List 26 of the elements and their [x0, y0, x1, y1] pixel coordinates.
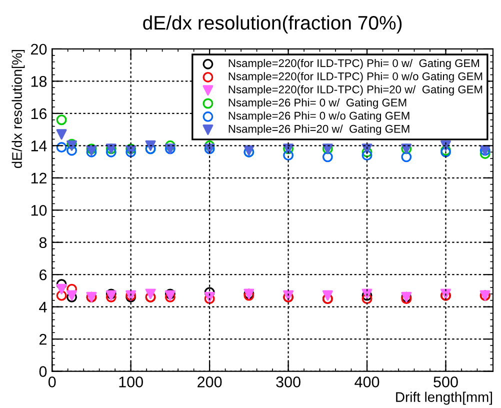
- y-tick-label: 12: [31, 172, 46, 184]
- legend-label: Nsample=26 Phi= 0 w/ Gating GEM: [228, 98, 406, 109]
- legend-label: Nsample=26 Phi= 0 w/o Gating GEM: [228, 112, 410, 122]
- y-tick-label: 4: [39, 302, 47, 312]
- legend-label: Nsample=220(for ILD-TPC) Phi= 0 w/ Gating GEM: [228, 58, 479, 70]
- y-tick-label: 10: [31, 204, 47, 216]
- x-tick-label: 300: [276, 376, 300, 388]
- y-tick-label: 0: [39, 366, 47, 377]
- x-tick-label: 400: [354, 376, 380, 388]
- y-axis-title: dE/dx resolution[%]: [12, 50, 25, 168]
- y-tick-label: 16: [31, 108, 47, 120]
- legend-label: Nsample=220(for ILD-TPC) Phi=20 w/ Gating GEM: [228, 85, 482, 96]
- y-tick-label: 18: [31, 76, 47, 87]
- legend-label: Nsample=26 Phi=20 w/ Gating GEM: [228, 124, 410, 135]
- x-tick-label: 0: [48, 376, 56, 388]
- chart-title: dE/dx resolution(fraction 70%): [143, 15, 402, 34]
- y-tick-label: 6: [40, 269, 47, 280]
- x-tick-label: 500: [434, 376, 458, 388]
- y-tick-label: 2: [40, 334, 46, 345]
- y-tick-label: 14: [31, 140, 47, 152]
- legend-label: Nsample=220(for ILD-TPC) Phi= 0 w/o Gating GEM: [228, 72, 482, 82]
- y-tick-label: 8: [39, 237, 47, 248]
- x-tick-label: 100: [119, 376, 143, 388]
- y-tick-label: 20: [31, 44, 47, 55]
- x-axis-title: Drift length[mm]: [396, 392, 492, 405]
- x-tick-label: 200: [198, 376, 222, 388]
